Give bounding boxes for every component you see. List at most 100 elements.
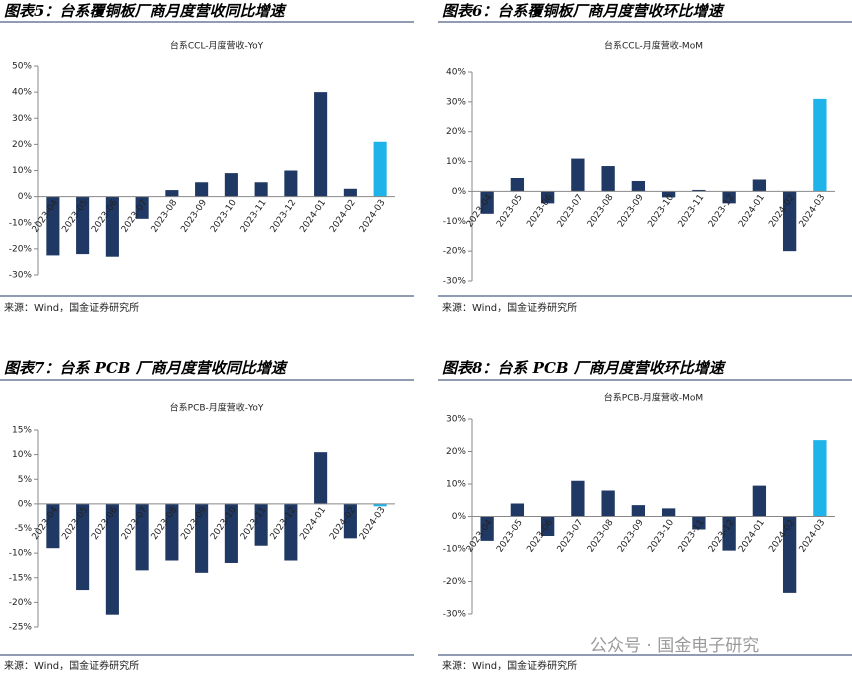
bar	[510, 177, 525, 192]
y-tick-label: -15%	[9, 573, 33, 583]
x-tick-label: 2023-12	[707, 193, 737, 230]
bar	[343, 188, 357, 197]
bar	[46, 196, 60, 256]
x-tick-label: 2023-07	[556, 193, 586, 230]
source: 来源：Wind，国金证券研究所	[4, 301, 139, 314]
watermark: 公众号 · 国金电子研究	[590, 636, 759, 656]
x-tick-label: 2023-09	[616, 193, 646, 230]
x-tick-label: 2024-03	[358, 505, 388, 542]
x-tick-label: 2023-08	[586, 518, 616, 555]
bar	[195, 182, 209, 197]
x-tick-label: 2024-03	[358, 198, 388, 235]
y-tick-label: -10%	[9, 549, 33, 559]
bar	[601, 166, 615, 192]
bar	[284, 503, 298, 561]
x-tick-label: 2024-01	[298, 505, 328, 542]
y-tick-label: 10%	[12, 166, 32, 176]
bar	[165, 190, 179, 197]
bar	[510, 503, 525, 517]
bar	[105, 503, 119, 615]
x-tick-label: 2024-01	[737, 518, 767, 555]
bar	[571, 158, 585, 192]
bar	[782, 191, 797, 252]
bar	[76, 503, 90, 591]
bar	[254, 182, 268, 197]
y-tick-label: 20%	[446, 447, 466, 457]
x-tick-label: 2024-02	[328, 198, 358, 235]
figure-title: 图表7：台系 PCB 厂商月度营收同比增速	[4, 359, 289, 377]
bar	[480, 516, 494, 541]
x-tick-label: 2023-10	[646, 518, 676, 555]
bar	[782, 516, 797, 593]
bar	[692, 516, 706, 530]
y-tick-label: 30%	[12, 114, 32, 124]
y-tick-label: -20%	[9, 244, 33, 254]
bar	[195, 503, 209, 573]
bar	[661, 191, 676, 198]
bar	[165, 503, 179, 561]
y-tick-label: 20%	[446, 127, 466, 137]
bar	[314, 92, 328, 197]
y-tick-label: -10%	[443, 217, 467, 227]
x-tick-label: 2023-09	[179, 198, 209, 235]
bar	[224, 173, 238, 197]
bar	[224, 503, 238, 563]
bar	[722, 191, 736, 204]
y-tick-label: 0%	[18, 499, 33, 509]
x-tick-label: 2023-05	[495, 193, 525, 230]
bar	[601, 490, 615, 517]
y-tick-label: -30%	[443, 610, 467, 620]
x-tick-label: 2023-06	[525, 518, 555, 555]
bar	[631, 180, 646, 192]
y-tick-label: -25%	[9, 623, 33, 633]
y-tick-label: 0%	[18, 192, 33, 202]
bar	[661, 508, 676, 517]
x-tick-label: 2023-06	[525, 193, 555, 230]
x-tick-label: 2023-11	[677, 518, 707, 555]
y-tick-label: 0%	[452, 187, 467, 197]
x-tick-label: 2023-07	[556, 518, 586, 555]
bar	[752, 179, 767, 192]
bar	[540, 516, 555, 536]
x-tick-label: 2024-03	[798, 518, 828, 555]
chart-title: 台系CCL-月度营收-MoM	[604, 40, 703, 52]
y-tick-label: -10%	[9, 218, 33, 228]
bar	[571, 480, 585, 517]
y-tick-label: 0%	[452, 512, 467, 522]
y-tick-label: -20%	[9, 598, 33, 608]
x-tick-label: 2024-01	[737, 193, 767, 230]
bar	[135, 503, 149, 571]
y-tick-label: 40%	[446, 68, 466, 78]
chart-title: 台系CCL-月度营收-YoY	[170, 40, 264, 52]
x-tick-label: 2024-03	[798, 193, 828, 230]
bar	[752, 485, 767, 517]
bar	[343, 503, 357, 539]
bar	[722, 516, 736, 551]
y-tick-label: 10%	[446, 157, 466, 167]
bar	[105, 196, 119, 257]
bar	[540, 191, 555, 204]
y-tick-label: 5%	[18, 475, 33, 485]
y-tick-label: 30%	[446, 97, 466, 107]
bar	[284, 170, 298, 197]
x-tick-label: 2023-11	[677, 193, 707, 230]
x-tick-label: 2023-08	[150, 198, 180, 235]
y-tick-label: -30%	[443, 277, 467, 287]
figure-title: 图表5：台系覆铜板厂商月度营收同比增速	[4, 2, 287, 20]
bar	[314, 452, 328, 504]
bar	[813, 440, 827, 517]
x-tick-label: 2023-10	[209, 198, 239, 235]
bar	[76, 196, 90, 255]
bar	[254, 503, 268, 546]
y-tick-label: -20%	[443, 577, 467, 587]
y-tick-label: -10%	[443, 545, 467, 555]
y-tick-label: 50%	[12, 62, 32, 72]
bar	[631, 505, 646, 517]
x-tick-label: 2023-09	[616, 518, 646, 555]
source: 来源：Wind，国金证券研究所	[442, 659, 577, 672]
bar	[46, 503, 60, 549]
x-tick-label: 2023-11	[239, 198, 269, 235]
bar	[373, 141, 387, 197]
bar	[135, 196, 149, 219]
